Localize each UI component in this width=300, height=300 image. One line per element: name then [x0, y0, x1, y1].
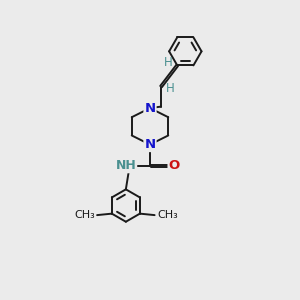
Text: O: O [169, 159, 180, 172]
Text: CH₃: CH₃ [157, 210, 178, 220]
Text: CH₃: CH₃ [74, 210, 95, 220]
Text: H: H [164, 56, 172, 69]
Text: N: N [144, 138, 156, 151]
Text: NH: NH [116, 159, 136, 172]
Text: H: H [166, 82, 175, 95]
Text: N: N [144, 102, 156, 115]
